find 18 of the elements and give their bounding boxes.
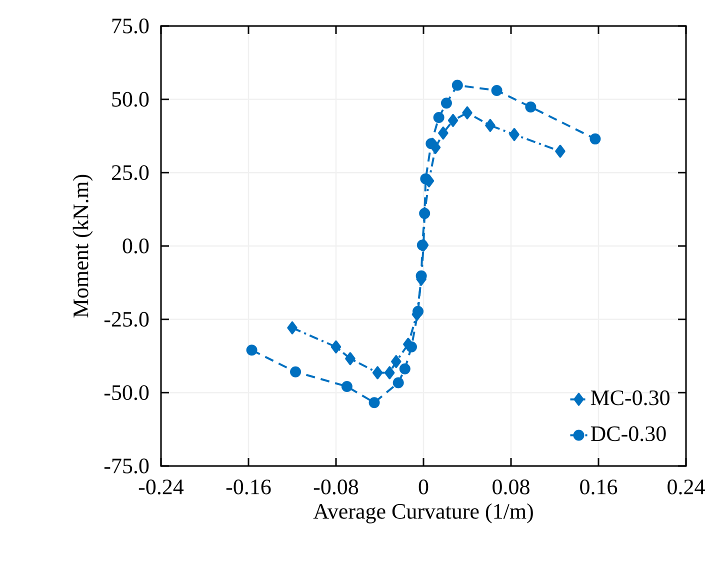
x-tick-label: 0.16	[580, 480, 618, 494]
legend-label: DC-0.30	[590, 426, 666, 442]
x-tick-label: 0.08	[492, 480, 530, 494]
x-tick-label: 0.24	[668, 480, 705, 494]
legend-label: MC-0.30	[590, 390, 670, 406]
y-axis-title: Moment (kN.m)	[72, 174, 93, 318]
x-tick-label: -0.16	[226, 480, 271, 494]
y-tick-label: 50.0	[112, 92, 149, 107]
y-tick-label: 75.0	[112, 18, 149, 34]
x-tick-label: -0.24	[138, 480, 184, 494]
y-tick-label: -75.0	[104, 458, 149, 474]
x-tick-label: -0.08	[314, 480, 358, 494]
y-tick-label: 25.0	[112, 165, 149, 180]
x-axis-title: Average Curvature (1/m)	[313, 503, 533, 524]
x-tick-label: 0	[418, 480, 428, 494]
y-tick-label: -25.0	[104, 312, 149, 327]
y-tick-label: -50.0	[104, 385, 149, 400]
y-tick-label: 0.0	[122, 238, 149, 254]
